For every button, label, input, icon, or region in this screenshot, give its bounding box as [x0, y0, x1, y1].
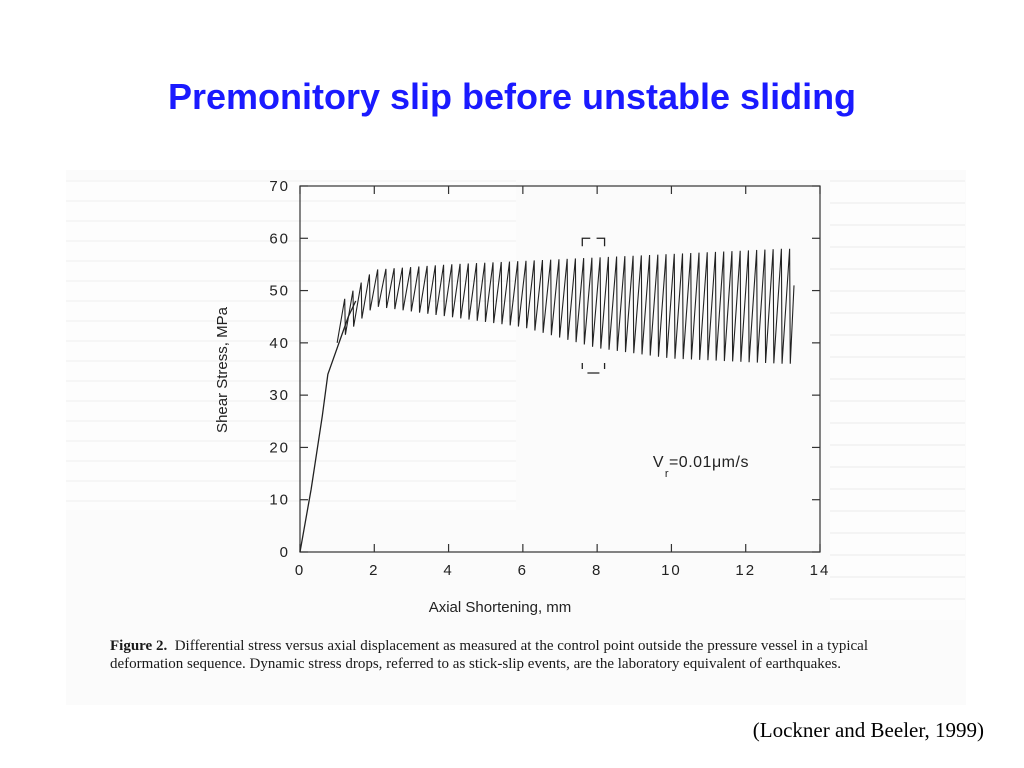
x-tick-label: 8 [592, 562, 602, 579]
x-axis-label: Axial Shortening, mm [429, 599, 572, 616]
x-tick-label: 10 [661, 562, 682, 579]
velocity-annotation: V =0.01μm/sr [653, 454, 749, 480]
x-tick-label: 0 [295, 562, 305, 579]
x-tick-label: 6 [518, 562, 528, 579]
chart-ticks: 0 2 4 6 8 10 12 14 0 10 20 30 40 50 60 70 [269, 178, 831, 579]
x-tick-label: 2 [369, 562, 379, 579]
y-tick-label: 0 [280, 544, 290, 561]
x-tick-label: 4 [443, 562, 453, 579]
stress-displacement-chart: 0 2 4 6 8 10 12 14 0 10 20 30 40 50 60 70 Axial Shorten… [214, 178, 831, 616]
y-tick-label: 10 [269, 492, 290, 509]
y-tick-label: 40 [269, 335, 290, 352]
y-tick-label: 60 [269, 230, 290, 247]
scan-faded-text-right [830, 180, 965, 620]
y-tick-label: 70 [269, 178, 290, 195]
y-tick-label: 30 [269, 387, 290, 404]
velocity-annotation-text: V =0.01μm/s [653, 454, 749, 471]
slide-title: Premonitory slip before unstable sliding [167, 76, 857, 117]
velocity-annotation-subscript: r [665, 468, 669, 480]
y-axis-label: Shear Stress, MPa [214, 306, 231, 433]
x-tick-label: 12 [735, 562, 756, 579]
scan-faded-text-left [66, 180, 516, 510]
chart-series [299, 237, 795, 553]
plot-frame [299, 185, 821, 553]
citation: (Lockner and Beeler, 1999) [752, 718, 984, 742]
y-tick-label: 20 [269, 439, 290, 456]
caption-text: Differential stress versus axial displac… [110, 638, 868, 672]
figure-caption: Figure 2. Differential stress versus axi… [110, 637, 940, 673]
bracket-bottom [581, 363, 606, 374]
chart-axes [299, 185, 821, 553]
x-tick-label: 14 [810, 562, 831, 579]
loading-curve-line [299, 300, 357, 553]
caption-label: Figure 2. [110, 638, 168, 654]
bracket-top [581, 237, 606, 247]
stick-slip-series-line [336, 248, 795, 364]
y-tick-label: 50 [269, 283, 290, 300]
